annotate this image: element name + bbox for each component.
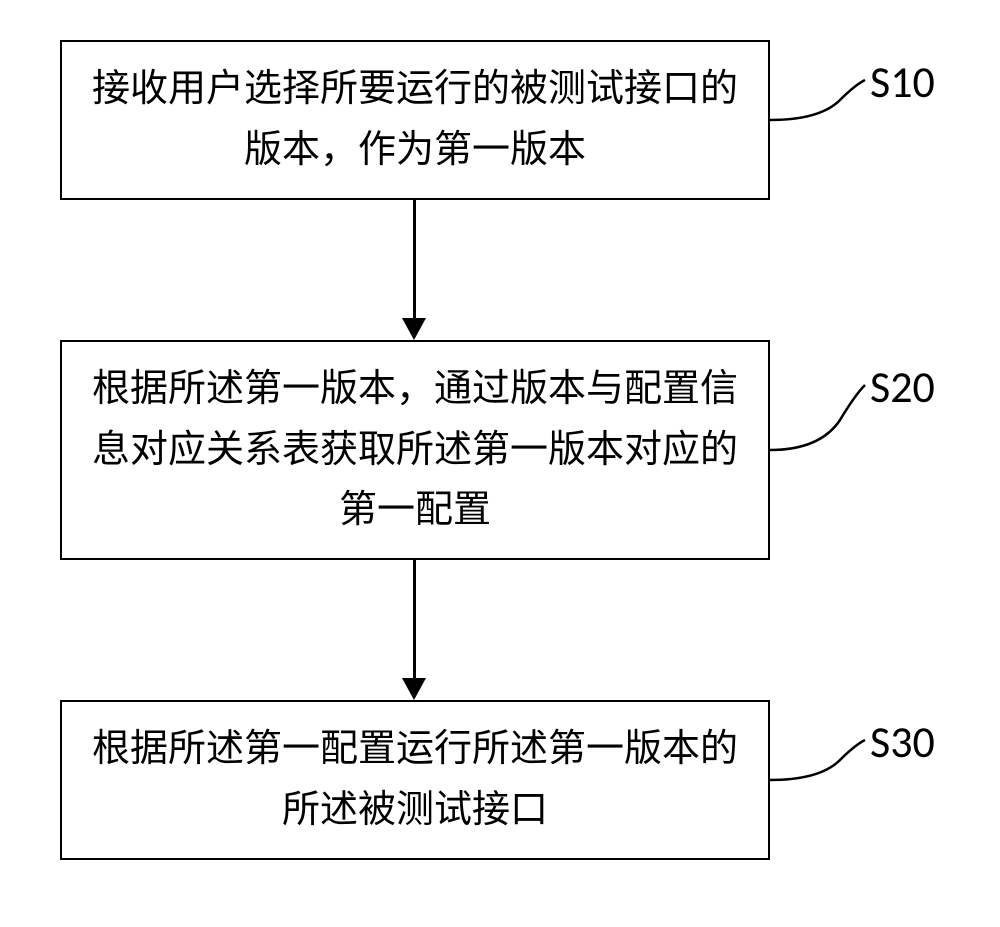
arrow-head-s20-s30 <box>402 678 426 700</box>
flow-step-s30: 根据所述第一配置运行所述第一版本的所述被测试接口 <box>60 700 770 860</box>
flow-step-s10-text: 接收用户选择所要运行的被测试接口的版本，作为第一版本 <box>82 59 748 181</box>
arrow-s10-s20 <box>413 200 416 322</box>
label-s30: S30 <box>870 715 935 769</box>
label-s10: S10 <box>870 55 935 109</box>
label-s20: S20 <box>870 360 935 414</box>
flow-step-s20-text: 根据所述第一版本，通过版本与配置信息对应关系表获取所述第一版本对应的第一配置 <box>82 359 748 541</box>
flow-step-s30-text: 根据所述第一配置运行所述第一版本的所述被测试接口 <box>82 719 748 841</box>
flow-step-s20: 根据所述第一版本，通过版本与配置信息对应关系表获取所述第一版本对应的第一配置 <box>60 340 770 560</box>
flow-step-s10: 接收用户选择所要运行的被测试接口的版本，作为第一版本 <box>60 40 770 200</box>
arrow-head-s10-s20 <box>402 318 426 340</box>
arrow-s20-s30 <box>413 560 416 682</box>
